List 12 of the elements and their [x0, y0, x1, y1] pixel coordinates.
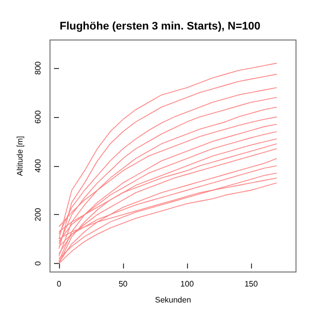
x-tick-label: 150 [244, 280, 258, 288]
y-tick-label: 600 [34, 110, 42, 124]
y-tick-label: 400 [34, 158, 42, 172]
y-tick-label: 200 [34, 207, 42, 222]
y-tick-label: 800 [34, 60, 42, 75]
y-axis-title: Altitude [m] [16, 136, 24, 176]
y-tick-label: 0 [34, 260, 42, 266]
x-axis-title: Sekunden [154, 296, 192, 304]
chart-title: Flughöhe (ersten 3 min. Starts), N=100 [60, 20, 260, 32]
x-tick-label: 100 [180, 280, 194, 288]
x-tick-label: 0 [56, 280, 62, 288]
x-tick-label: 50 [118, 280, 128, 288]
